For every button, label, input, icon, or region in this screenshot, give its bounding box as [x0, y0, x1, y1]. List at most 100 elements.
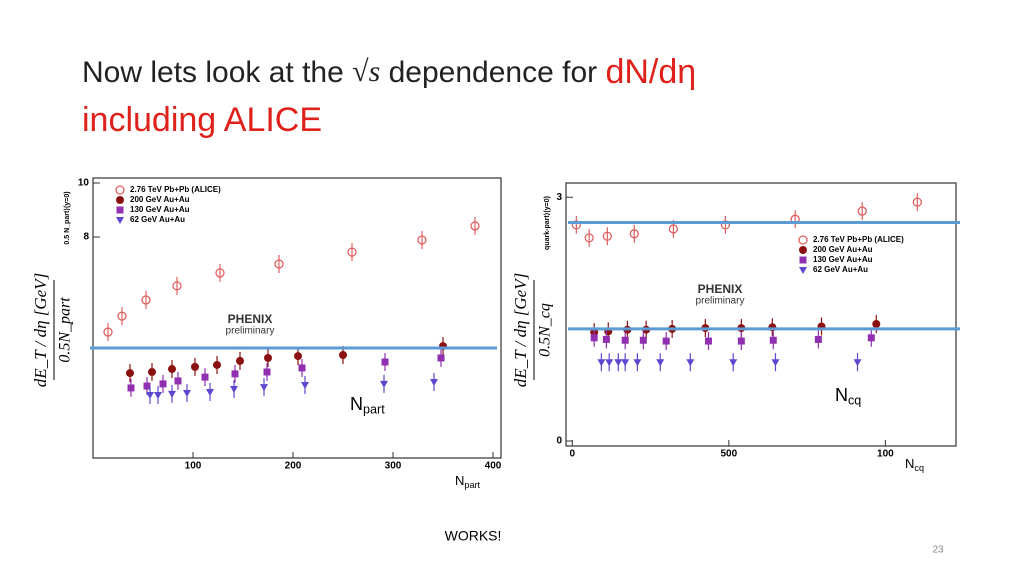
legend-label: 200 GeV Au+Au [130, 195, 190, 204]
y-tick-label: 3 [556, 192, 562, 203]
marker [380, 380, 388, 388]
marker [629, 229, 639, 239]
marker [143, 382, 151, 390]
page-number: 23 [932, 545, 944, 556]
y-axis-label: dE_T / dη [GeV] 0.5N_cq [511, 273, 554, 387]
marker [771, 359, 780, 367]
legend-label: 130 GeV Au+Au [813, 255, 873, 264]
marker [116, 206, 124, 214]
y-label: dE_T / dη [GeV] [511, 273, 530, 387]
marker [799, 246, 807, 254]
marker [159, 380, 167, 388]
y-axis-small: 0.5 N_part⟩(y=0) [63, 191, 71, 244]
marker [263, 368, 271, 376]
title-red: dN/dη [605, 53, 696, 91]
title-text: Now lets look at the [82, 56, 352, 89]
marker [605, 359, 614, 367]
legend-label: 62 GeV Au+Au [813, 265, 868, 274]
marker [470, 221, 480, 231]
marker [602, 335, 610, 343]
marker [621, 359, 630, 367]
marker [183, 390, 191, 398]
marker [737, 337, 745, 345]
x-tick-label: 200 [285, 461, 302, 472]
chart-frame [510, 178, 955, 462]
marker [799, 256, 807, 264]
marker [168, 390, 176, 398]
marker [571, 220, 581, 230]
y-axis-small: quark-part⟩(y=0) [543, 196, 551, 250]
marker [230, 386, 238, 394]
marker [853, 359, 862, 367]
annotation-sub: cq [914, 463, 924, 473]
marker [127, 384, 135, 392]
y-tick-label: 10 [78, 178, 90, 189]
marker [662, 337, 670, 345]
note: WORKS! [445, 528, 502, 544]
x-tick-label: 0 [569, 449, 575, 460]
marker [264, 353, 272, 362]
y-label-denominator: 0.5N_part [57, 297, 74, 363]
annotation-text: N [905, 456, 914, 471]
x-tick-label: 100 [877, 449, 894, 460]
marker [814, 335, 822, 343]
marker [686, 359, 695, 367]
marker [614, 359, 623, 367]
marker [215, 268, 225, 278]
marker [769, 336, 777, 344]
annotation: Npart [350, 394, 385, 417]
watermark: PHENIX [228, 312, 273, 326]
legend-label: 2.76 TeV Pb+Pb (ALICE) [130, 185, 221, 194]
marker [126, 369, 134, 378]
annotation-text: N [455, 473, 464, 488]
marker [206, 388, 214, 396]
marker [798, 235, 808, 245]
marker [103, 327, 113, 337]
x-tick-label: 400 [485, 461, 502, 472]
annotation-text: N [350, 394, 363, 414]
y-label-small: quark-part⟩(y=0) [543, 196, 551, 250]
marker [301, 381, 309, 389]
marker [621, 336, 629, 344]
marker [720, 220, 731, 230]
marker [231, 370, 239, 378]
watermark: PHENIX [698, 282, 743, 296]
plot-frame [565, 182, 957, 447]
x-tick-label: 500 [720, 449, 737, 460]
marker [857, 206, 867, 216]
x-tick-label: 100 [185, 461, 202, 472]
marker [704, 337, 712, 345]
x-tick-label: 300 [385, 461, 402, 472]
marker [154, 391, 162, 399]
marker [799, 267, 807, 274]
marker [656, 359, 665, 367]
annotation-sub: part [464, 480, 480, 490]
marker [294, 352, 302, 361]
marker [668, 224, 679, 234]
marker [590, 334, 598, 342]
marker [141, 295, 151, 305]
marker [867, 334, 875, 342]
marker [602, 231, 612, 241]
annotation-sub: part [363, 403, 385, 417]
annotation-text: N [835, 385, 848, 405]
slide-title: Now lets look at the √s dependence for d… [82, 53, 696, 91]
marker [437, 354, 445, 362]
marker [381, 358, 389, 366]
marker [430, 378, 438, 386]
marker [339, 350, 347, 359]
y-label-denominator: 0.5N_cq [537, 303, 554, 357]
legend-label: 2.76 TeV Pb+Pb (ALICE) [813, 235, 904, 244]
marker [115, 185, 125, 195]
marker [298, 364, 306, 372]
marker [260, 384, 268, 392]
marker [729, 359, 738, 367]
marker [148, 368, 156, 376]
marker [146, 391, 154, 399]
marker [116, 196, 124, 204]
y-tick-label: 0 [556, 436, 562, 447]
y-label-small: 0.5 N_part⟩(y=0) [63, 191, 71, 244]
marker [116, 217, 124, 224]
y-label: dE_T / dη [GeV] [31, 273, 50, 387]
